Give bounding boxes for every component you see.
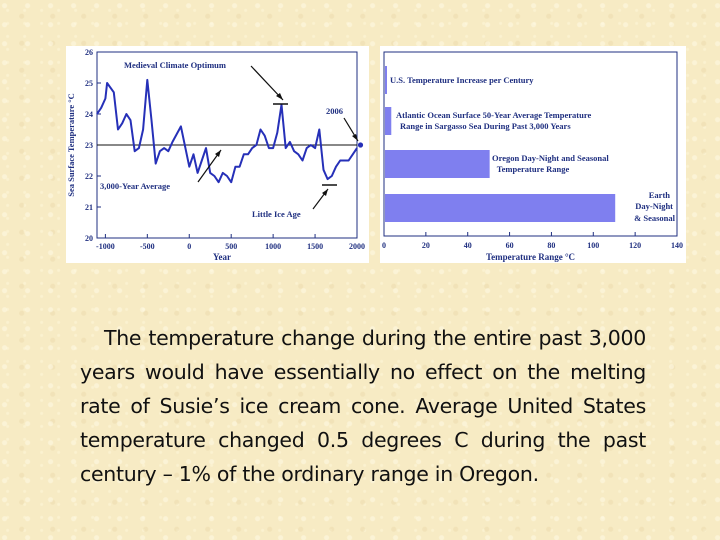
- y-axis-label: Sea Surface Temperature °C: [66, 93, 76, 197]
- bar-1: [385, 66, 387, 94]
- sea-surface-temperature-chart: 20 21 22 23 24 25 26 -1000 -500 0 500 1000 1500 2000 Y…: [66, 48, 365, 262]
- x-tick-label: 20: [422, 241, 430, 250]
- y-tick-label: 20: [85, 234, 93, 243]
- bar-4: [385, 194, 616, 222]
- y-tick-label: 26: [85, 48, 93, 57]
- plot-frame: [383, 51, 678, 237]
- x-tick-label: 60: [506, 241, 514, 250]
- y-tick-label: 24: [85, 110, 93, 119]
- x-tick-label: -1000: [96, 242, 115, 251]
- x-tick-label: 40: [464, 241, 472, 250]
- annotation-little-ice-age: Little Ice Age: [252, 209, 301, 219]
- y-tick-label: 22: [85, 172, 93, 181]
- bar-label: Earth: [649, 190, 671, 200]
- annotation-2006: 2006: [326, 106, 343, 116]
- y-tick-label: 21: [85, 203, 93, 212]
- x-tick-label: -500: [140, 242, 155, 251]
- sst-chart-panel: 20 21 22 23 24 25 26 -1000 -500 0 500 1000 1500 2000 Y…: [66, 46, 369, 263]
- bar-2: [385, 107, 392, 135]
- caption-text: The temperature change during the entire…: [80, 325, 646, 486]
- x-tick-label: 1500: [307, 242, 323, 251]
- x-tick-label: 0: [382, 241, 386, 250]
- x-axis-label: Year: [213, 252, 231, 262]
- temperature-range-chart-panel: 0 20 40 60 80 100 120 140 Temperature Range °C U.…: [380, 46, 686, 263]
- average-arrowhead: [215, 150, 221, 157]
- bar-label: Day-Night: [635, 201, 673, 211]
- sst-series-line: [96, 78, 358, 184]
- x-tick-label: 2000: [349, 242, 365, 251]
- annotation-3000-year-average: 3,000-Year Average: [100, 181, 170, 191]
- x-axis-label: Temperature Range °C: [486, 252, 575, 262]
- arrowhead-2006: [352, 134, 358, 141]
- x-tick-label: 120: [629, 241, 641, 250]
- bar-label: Atlantic Ocean Surface 50-Year Average T…: [396, 110, 591, 120]
- bar-label: & Seasonal: [634, 213, 675, 223]
- bar-label: Range in Sargasso Sea During Past 3,000 …: [400, 121, 571, 131]
- bar-label: Temperature Range: [497, 164, 570, 174]
- bar-label: Oregon Day-Night and Seasonal: [492, 153, 609, 163]
- x-tick-label: 140: [671, 241, 683, 250]
- x-tick-label: 100: [587, 241, 599, 250]
- x-tick-label: 80: [547, 241, 555, 250]
- point-2006: [357, 142, 364, 148]
- x-tick-label: 0: [187, 242, 191, 251]
- y-tick-label: 25: [85, 79, 93, 88]
- annotation-medieval-climate-optimum: Medieval Climate Optimum: [124, 60, 226, 70]
- x-tick-label: 1000: [265, 242, 281, 251]
- bar-3: [385, 150, 490, 178]
- medieval-arrowhead: [276, 93, 283, 100]
- x-tick-label: 500: [225, 242, 237, 251]
- temperature-range-chart: 0 20 40 60 80 100 120 140 Temperature Range °C U.…: [382, 51, 683, 262]
- bar-label: U.S. Temperature Increase per Century: [390, 75, 534, 85]
- little-ice-age-arrowhead: [322, 189, 328, 196]
- medieval-arrow: [250, 65, 284, 101]
- y-tick-label: 23: [85, 141, 93, 150]
